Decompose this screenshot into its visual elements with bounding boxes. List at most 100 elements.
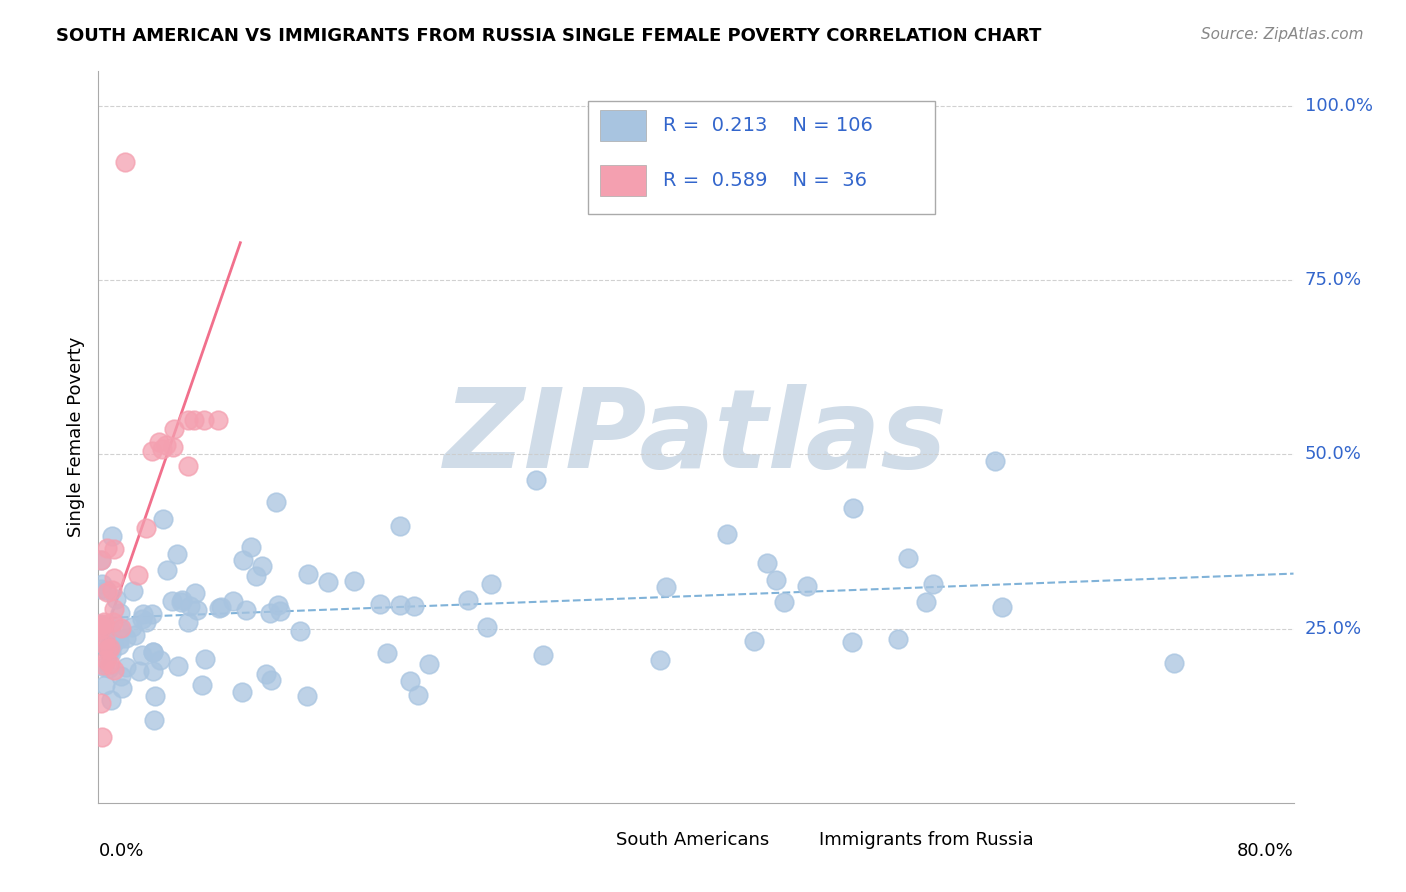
Point [96,641,118,656]
Point [295,690,318,704]
Point [398,674,420,689]
Point [231,684,253,698]
Point [121,620,143,634]
Point [166,547,188,561]
Point [90,697,112,711]
Point [93,615,115,630]
Point [131,611,153,625]
Point [100,529,122,543]
Point [176,615,198,629]
Point [93,659,115,673]
Point [991,599,1014,614]
Text: 100.0%: 100.0% [1305,97,1372,115]
Point [100,657,122,671]
Point [177,458,200,473]
Text: R =  0.589    N =  36: R = 0.589 N = 36 [662,171,866,190]
Point [96,541,118,556]
Point [156,563,179,577]
Point [389,598,412,612]
Point [207,412,229,426]
Point [389,519,412,533]
Point [406,688,429,702]
FancyBboxPatch shape [571,828,606,852]
FancyBboxPatch shape [773,828,810,852]
Point [98,623,121,637]
FancyBboxPatch shape [600,110,645,141]
Point [97,661,120,675]
Point [148,435,170,450]
Text: SOUTH AMERICAN VS IMMIGRANTS FROM RUSSIA SINGLE FEMALE POVERTY CORRELATION CHART: SOUTH AMERICAN VS IMMIGRANTS FROM RUSSIA… [56,27,1042,45]
Text: R =  0.213    N = 106: R = 0.213 N = 106 [662,116,872,135]
Text: Source: ZipAtlas.com: Source: ZipAtlas.com [1201,27,1364,42]
Point [742,634,765,648]
Text: 50.0%: 50.0% [1305,445,1361,464]
Point [141,443,163,458]
Point [179,599,201,613]
Point [90,625,112,640]
Point [177,412,200,426]
Point [96,582,118,597]
Point [141,607,163,621]
Point [108,623,131,637]
Point [170,595,193,609]
Point [402,599,425,613]
Point [93,678,115,692]
Point [90,622,112,636]
Point [110,669,132,683]
Point [103,663,125,677]
Point [93,617,115,632]
Point [103,571,125,585]
Point [124,628,146,642]
Point [887,632,910,646]
Text: 0.0%: 0.0% [98,842,143,860]
Point [91,618,114,632]
Point [150,442,173,456]
Point [232,552,254,566]
Point [143,713,166,727]
Point [239,541,262,555]
Point [89,618,111,632]
Point [163,422,186,436]
Point [250,559,273,574]
Point [269,604,291,618]
Point [475,620,498,634]
Point [98,641,121,656]
Point [259,673,281,688]
Point [773,595,796,609]
Text: 75.0%: 75.0% [1305,271,1362,289]
Point [186,603,208,617]
Point [135,615,157,629]
Point [96,585,118,599]
Point [97,642,120,657]
Point [108,632,131,647]
Point [183,412,205,426]
Point [91,577,114,591]
Point [288,624,311,638]
Point [96,653,118,667]
Point [108,638,131,652]
Text: 80.0%: 80.0% [1237,842,1294,860]
Point [531,648,554,663]
Point [297,566,319,581]
Point [132,607,155,622]
Point [897,551,920,566]
Point [152,512,174,526]
Point [97,646,120,660]
Point [207,601,229,615]
Point [755,557,778,571]
Point [375,646,398,660]
Point [131,648,153,662]
Y-axis label: Single Female Poverty: Single Female Poverty [66,337,84,537]
Point [100,637,122,651]
Point [191,678,214,692]
Point [91,730,114,744]
Point [149,652,172,666]
Point [194,652,217,666]
Point [115,632,138,646]
Point [245,569,267,583]
Point [93,657,115,672]
Point [254,667,277,681]
Point [716,527,738,541]
Point [193,412,215,426]
Point [89,616,111,631]
